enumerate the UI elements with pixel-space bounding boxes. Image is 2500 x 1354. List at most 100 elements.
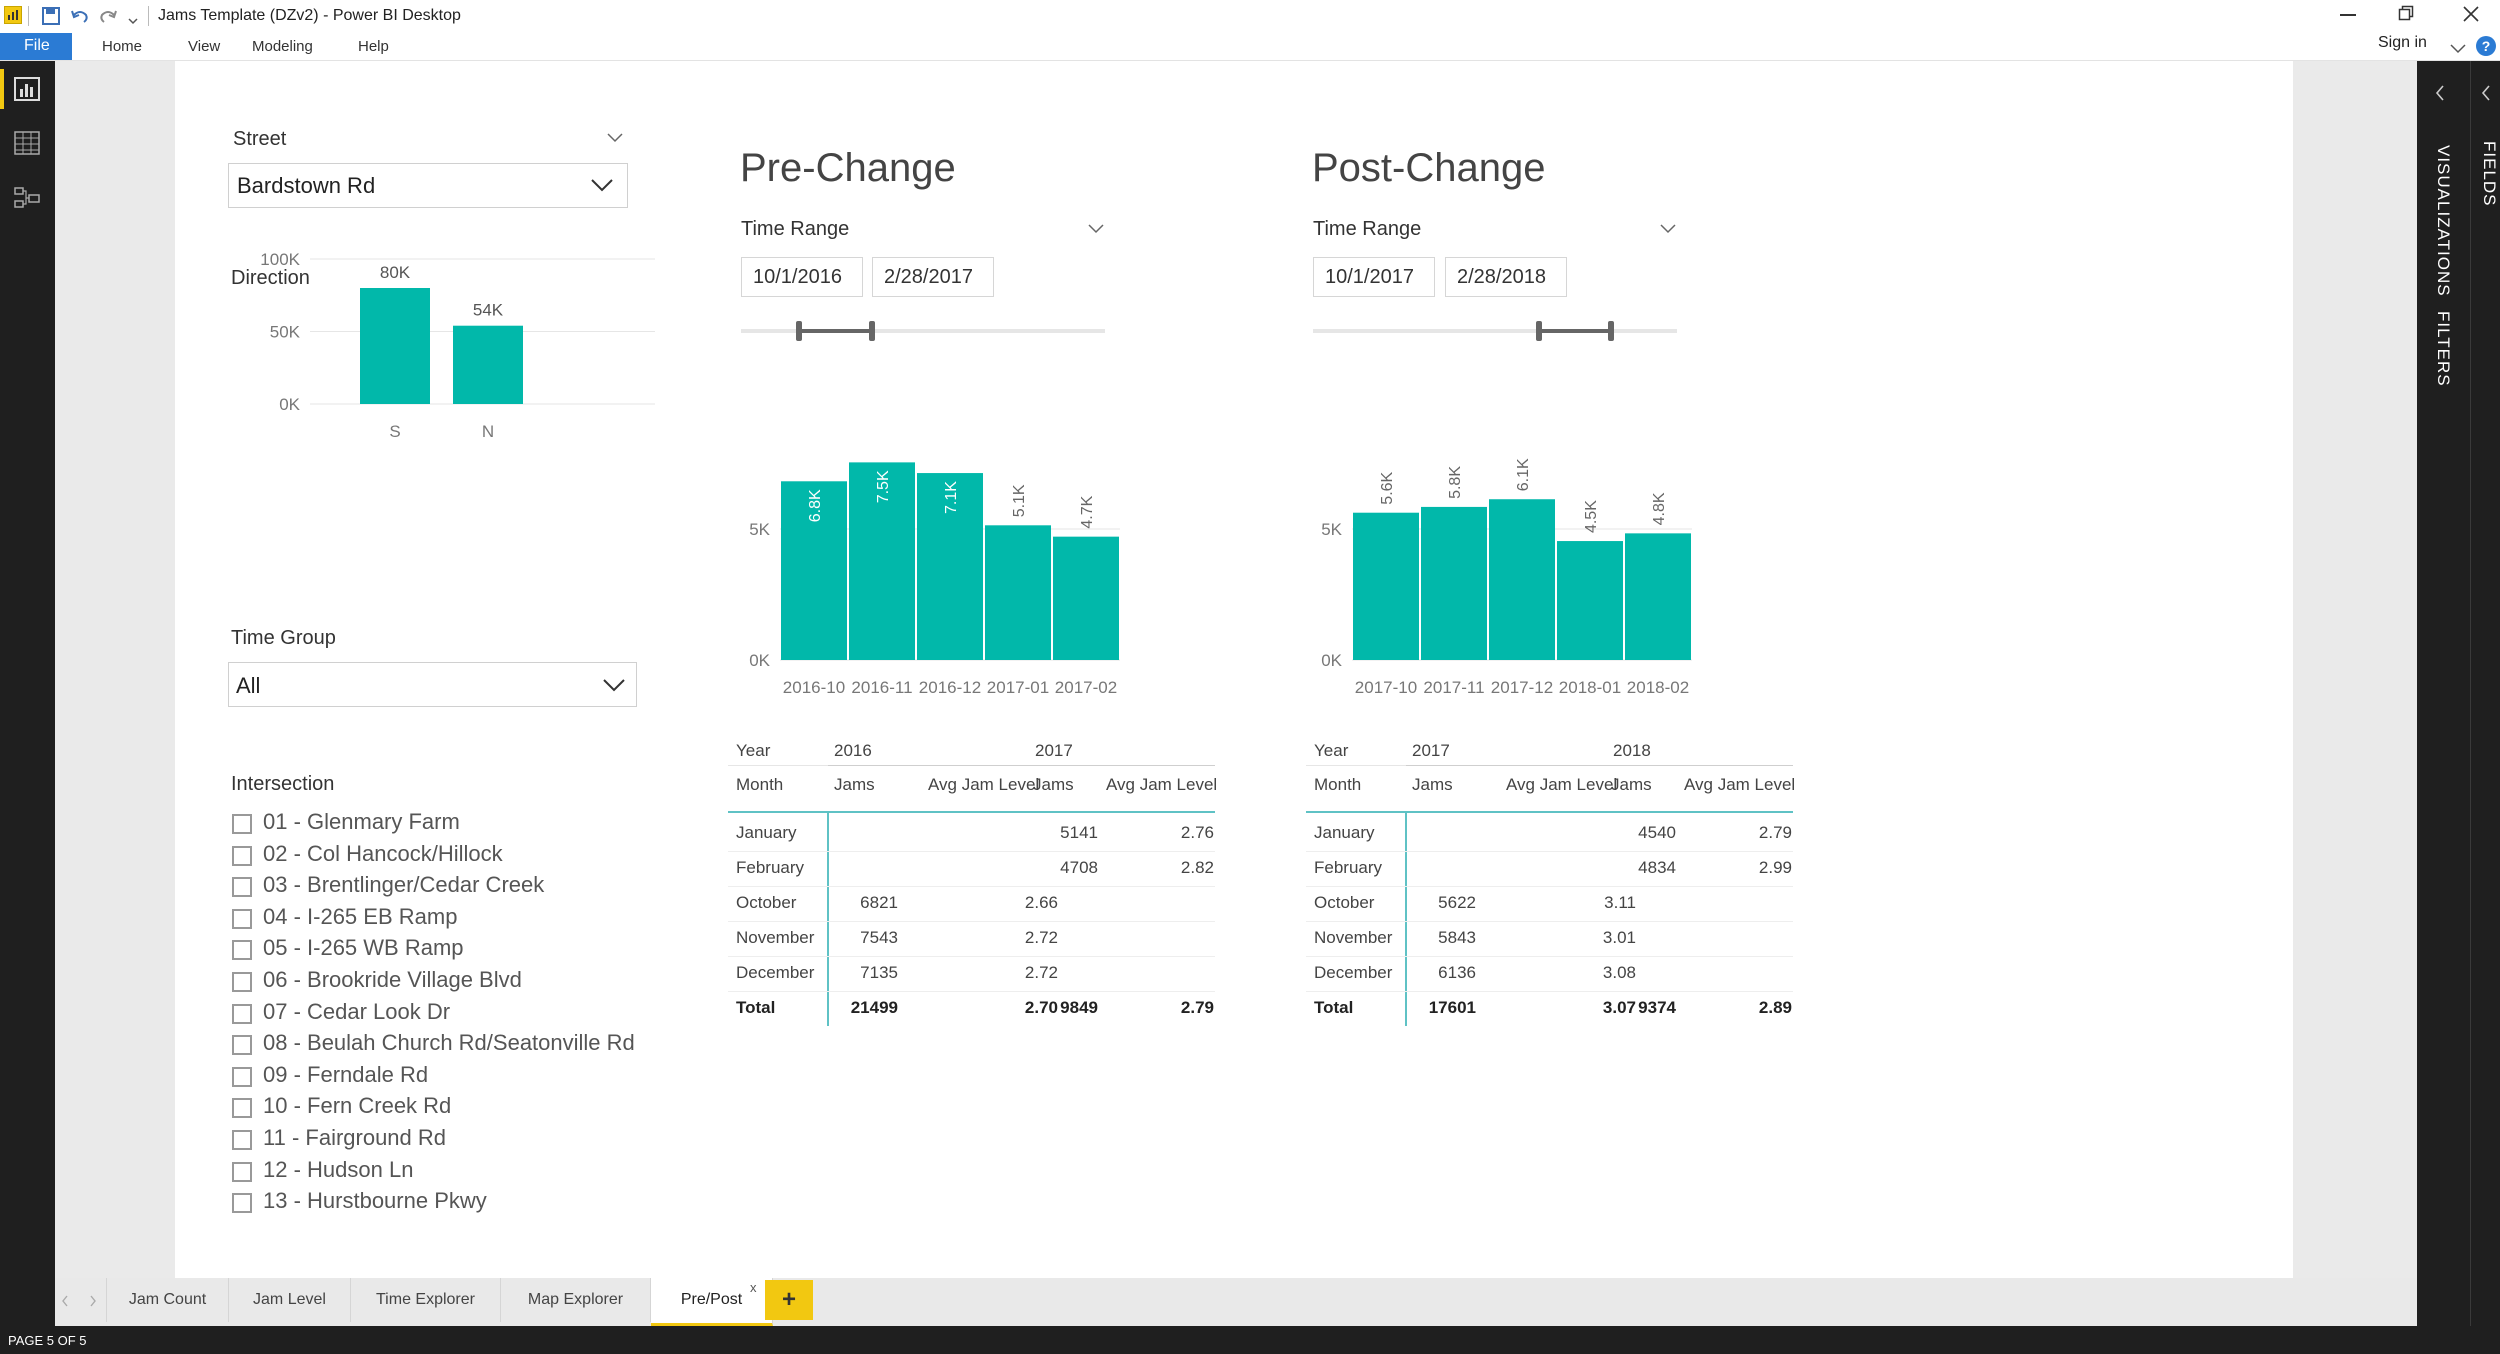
save-icon[interactable] xyxy=(42,7,60,30)
tab-jam-count[interactable]: Jam Count xyxy=(107,1278,229,1322)
fields-pane-tab[interactable]: FIELDS xyxy=(2480,141,2499,207)
pre-end-date-input[interactable]: 2/28/2017 xyxy=(872,257,994,297)
post-start-date-input[interactable]: 10/1/2017 xyxy=(1313,257,1435,297)
post-table-total-jams: 9374 xyxy=(1638,998,1676,1017)
intersection-checkbox[interactable] xyxy=(232,877,252,898)
intersection-checkbox[interactable] xyxy=(232,1130,252,1150)
intersection-checkbox[interactable] xyxy=(232,1193,252,1214)
minimize-icon[interactable] xyxy=(2340,14,2356,16)
pre-change-x-tick: 2017-01 xyxy=(987,678,1049,697)
intersection-option-label[interactable]: 08 - Beulah Church Rd/Seatonville Rd xyxy=(263,1030,635,1056)
post-time-range-menu-icon[interactable] xyxy=(1660,224,1676,234)
visualizations-collapse-icon[interactable] xyxy=(2435,85,2445,106)
intersection-option-label[interactable]: 12 - Hudson Ln xyxy=(263,1156,414,1182)
pre-change-data-label: 6.8K xyxy=(807,489,824,522)
pre-date-slider[interactable] xyxy=(741,321,1105,341)
tab-jam-level[interactable]: Jam Level xyxy=(229,1278,351,1322)
pre-change-bar[interactable] xyxy=(849,462,915,660)
pre-start-date-input[interactable]: 10/1/2016 xyxy=(741,257,863,297)
tab-time-explorer[interactable]: Time Explorer xyxy=(351,1278,501,1322)
intersection-checkbox[interactable] xyxy=(232,972,252,992)
intersection-checkbox[interactable] xyxy=(232,1035,252,1056)
intersection-checkbox[interactable] xyxy=(232,908,252,929)
intersection-checkbox[interactable] xyxy=(232,814,252,834)
intersection-option-label[interactable]: 04 - I-265 EB Ramp xyxy=(263,903,458,929)
street-dropdown[interactable]: Bardstown Rd xyxy=(228,163,628,208)
post-slider-start-handle[interactable] xyxy=(1535,321,1542,341)
tab-pre-post[interactable]: Pre/Post xyxy=(651,1278,773,1326)
intersection-checkbox[interactable] xyxy=(232,1066,252,1087)
post-date-slider[interactable] xyxy=(1313,321,1677,341)
ribbon-tab-help[interactable]: Help xyxy=(358,38,389,55)
close-icon[interactable] xyxy=(2462,5,2480,28)
add-page-button[interactable]: + xyxy=(765,1280,813,1320)
tab-close-icon[interactable]: x xyxy=(750,1280,757,1295)
redo-icon[interactable] xyxy=(98,7,118,30)
report-view-icon[interactable] xyxy=(14,77,40,106)
post-change-bar[interactable] xyxy=(1625,533,1691,660)
intersection-option-label[interactable]: 09 - Ferndale Rd xyxy=(263,1061,429,1087)
intersection-checkbox[interactable] xyxy=(232,845,252,866)
pre-change-bar[interactable] xyxy=(1053,536,1119,660)
intersection-option-label[interactable]: 10 - Fern Creek Rd xyxy=(263,1093,452,1119)
intersection-option-label[interactable]: 06 - Brookride Village Blvd xyxy=(263,967,522,992)
intersection-option-label[interactable]: 01 - Glenmary Farm xyxy=(263,809,460,834)
pre-slider-end-handle[interactable] xyxy=(869,321,876,341)
customize-icon[interactable] xyxy=(128,12,138,30)
tab-scroll-left-icon[interactable] xyxy=(61,1294,69,1312)
pre-slider-start-handle[interactable] xyxy=(796,321,803,341)
post-table-jams-cell: 4834 xyxy=(1638,858,1676,877)
pre-table-row-divider xyxy=(728,956,1215,957)
intersection-option-label[interactable]: 13 - Hurstbourne Pkwy xyxy=(263,1188,487,1214)
tab-map-explorer[interactable]: Map Explorer xyxy=(501,1278,651,1322)
ribbon-tab-home[interactable]: Home xyxy=(102,38,143,55)
direction-bar[interactable] xyxy=(360,288,430,404)
undo-icon[interactable] xyxy=(70,7,90,30)
post-slider-end-handle[interactable] xyxy=(1608,321,1615,341)
street-slicer-menu-icon[interactable] xyxy=(607,133,623,143)
pre-table-jams-header: Jams xyxy=(1033,775,1074,794)
intersection-checkbox[interactable] xyxy=(232,1161,252,1182)
pre-time-range-menu-icon[interactable] xyxy=(1088,224,1104,234)
post-change-data-label: 6.1K xyxy=(1515,458,1532,491)
visualizations-pane-tab[interactable]: VISUALIZATIONS xyxy=(2434,145,2453,297)
pre-time-range-label: Time Range xyxy=(741,218,850,240)
restore-icon[interactable] xyxy=(2398,5,2414,26)
time-group-dropdown[interactable]: All xyxy=(228,662,637,707)
pre-change-bar[interactable] xyxy=(917,473,983,660)
post-change-bar[interactable] xyxy=(1489,499,1555,660)
intersection-option-label[interactable]: 11 - Fairground Rd xyxy=(263,1125,447,1150)
post-change-bar[interactable] xyxy=(1557,541,1623,660)
model-view-icon[interactable] xyxy=(14,186,40,215)
pre-change-bar[interactable] xyxy=(781,481,847,660)
intersection-checkbox[interactable] xyxy=(232,940,252,961)
post-change-bar[interactable] xyxy=(1421,506,1487,660)
post-table-avg-header: Avg Jam Level xyxy=(1684,775,1796,794)
direction-bar[interactable] xyxy=(453,325,523,404)
post-end-date-input[interactable]: 2/28/2018 xyxy=(1445,257,1567,297)
post-table-year-header: Year xyxy=(1314,741,1349,760)
post-table-header-divider xyxy=(1406,765,1793,766)
tab-scroll-right-icon[interactable] xyxy=(89,1294,97,1312)
data-view-icon[interactable] xyxy=(14,131,40,160)
sign-in-link[interactable]: Sign in xyxy=(2378,34,2427,51)
filters-pane-tab[interactable]: FILTERS xyxy=(2434,311,2453,387)
intersection-checkbox[interactable] xyxy=(232,1003,252,1024)
pre-table-month-cell: January xyxy=(736,823,797,842)
help-icon[interactable]: ? xyxy=(2476,36,2496,56)
pre-change-bar[interactable] xyxy=(985,525,1051,660)
intersection-option-label[interactable]: 05 - I-265 WB Ramp xyxy=(263,935,464,961)
file-tab[interactable]: File xyxy=(0,33,72,60)
pre-change-x-tick: 2016-11 xyxy=(851,678,912,697)
post-table-avg-cell: 3.01 xyxy=(1602,928,1636,947)
ribbon-tab-modeling[interactable]: Modeling xyxy=(252,38,313,55)
fields-collapse-icon[interactable] xyxy=(2481,85,2491,106)
ribbon-tab-view[interactable]: View xyxy=(188,38,221,55)
pre-change-y-tick: 5K xyxy=(749,520,770,539)
intersection-checkbox[interactable] xyxy=(232,1098,252,1119)
intersection-option-label[interactable]: 02 - Col Hancock/Hillock xyxy=(263,840,503,866)
expand-ribbon-icon[interactable] xyxy=(2450,41,2466,59)
intersection-option-label[interactable]: 03 - Brentlinger/Cedar Creek xyxy=(263,872,545,898)
intersection-option-label[interactable]: 07 - Cedar Look Dr xyxy=(263,998,451,1024)
post-change-bar[interactable] xyxy=(1353,512,1419,660)
